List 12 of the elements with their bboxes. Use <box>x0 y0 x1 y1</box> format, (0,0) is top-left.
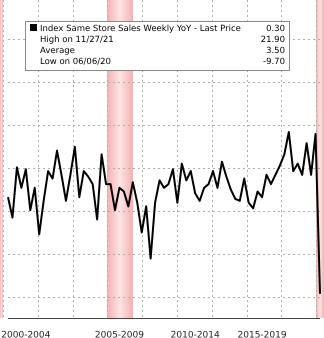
text: Average <box>39 46 75 57</box>
text: 21.90 <box>260 35 285 46</box>
legend-label: Index Same Store Sales Weekly YoY - Last Price <box>39 24 241 35</box>
x-tick-label: 2005-2009 <box>94 330 144 338</box>
text: 3.50 <box>266 46 285 57</box>
x-tick-label: 2000-2004 <box>1 330 51 338</box>
text: 0.30 <box>266 24 285 35</box>
x-tick-label: 2010-2014 <box>170 330 220 338</box>
x-tick-label: 2015-2019 <box>238 330 287 338</box>
text: -9.70 <box>263 57 285 68</box>
text: Low on 06/06/20 <box>39 57 111 68</box>
text: High on 11/27/21 <box>39 35 114 46</box>
